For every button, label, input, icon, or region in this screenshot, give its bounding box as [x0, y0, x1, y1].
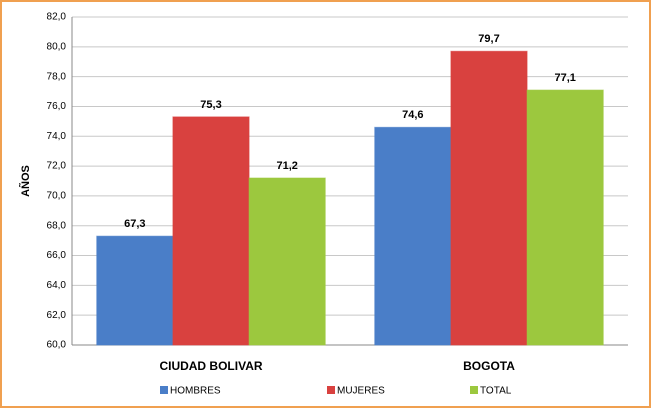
legend-label: TOTAL: [480, 386, 512, 397]
value-label: 75,3: [200, 99, 221, 111]
legend-label: MUJERES: [337, 386, 385, 397]
y-tick-label: 80,0: [47, 41, 67, 52]
bar: [248, 177, 326, 346]
legend-swatch: [160, 386, 168, 394]
legend-swatch: [470, 386, 478, 394]
y-tick-label: 64,0: [47, 280, 67, 291]
y-tick-label: 68,0: [47, 220, 67, 231]
y-tick-label: 74,0: [47, 131, 67, 142]
value-label: 71,2: [276, 160, 297, 172]
y-tick-label: 72,0: [47, 161, 67, 172]
y-axis-label: AÑOS: [19, 165, 32, 197]
value-label: 67,3: [124, 218, 145, 230]
y-tick-label: 78,0: [47, 71, 67, 82]
bar: [450, 50, 528, 346]
y-tick-label: 70,0: [47, 191, 67, 202]
x-tick-label: BOGOTA: [463, 359, 515, 373]
bar: [526, 89, 604, 346]
y-tick-label: 82,0: [47, 12, 67, 23]
legend-label: HOMBRES: [170, 386, 221, 397]
y-tick-label: 62,0: [47, 310, 67, 321]
bar: [172, 116, 250, 346]
y-tick-label: 66,0: [47, 250, 67, 261]
value-label: 74,6: [402, 109, 423, 121]
bar: [96, 235, 174, 346]
value-label: 77,1: [554, 72, 575, 84]
bar: [374, 126, 452, 346]
y-tick-label: 76,0: [47, 101, 67, 112]
y-tick-label: 60,0: [47, 340, 67, 351]
x-tick-label: CIUDAD BOLIVAR: [159, 359, 262, 373]
legend-swatch: [327, 386, 335, 394]
value-label: 79,7: [478, 33, 499, 45]
